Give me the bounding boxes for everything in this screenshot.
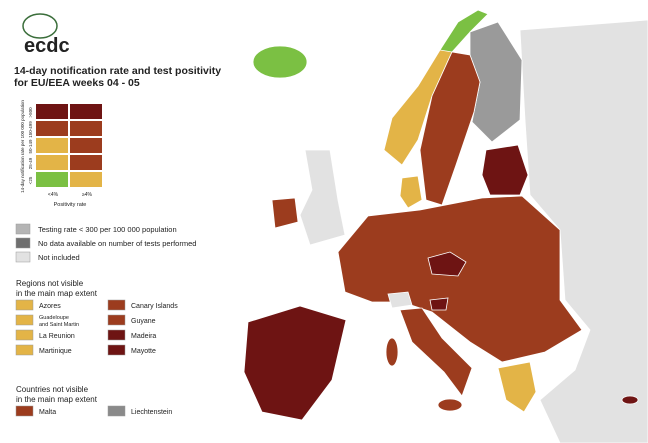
legend-label: No data available on number of tests per… bbox=[38, 239, 196, 248]
matrix-cell bbox=[36, 155, 68, 170]
legend-swatch bbox=[15, 237, 31, 249]
regions-label: Mayotte bbox=[131, 348, 156, 355]
legend-area: 14-day notification rate and test positi… bbox=[14, 65, 221, 417]
mainland bbox=[337, 195, 583, 363]
regions-swatch bbox=[107, 329, 126, 341]
matrix-cell bbox=[70, 121, 102, 136]
map bbox=[243, 9, 648, 443]
matrix-cell bbox=[70, 155, 102, 170]
matrix-y-tick: >500 bbox=[28, 107, 33, 118]
baltics bbox=[481, 144, 529, 196]
countries-label: Liechtenstein bbox=[131, 409, 172, 416]
regions-label: Guadeloupe bbox=[39, 315, 69, 321]
matrix-cell bbox=[70, 172, 102, 187]
matrix-cell bbox=[70, 104, 102, 119]
matrix-cell bbox=[36, 138, 68, 153]
sweden bbox=[419, 51, 481, 206]
regions-swatch bbox=[15, 314, 34, 326]
matrix-y-tick: 150-499 bbox=[28, 121, 33, 138]
regions-label: Martinique bbox=[39, 348, 72, 355]
countries-swatch bbox=[107, 405, 126, 417]
logo: ecdc bbox=[22, 13, 70, 57]
iceland bbox=[252, 45, 308, 79]
matrix-y-tick: 25-49 bbox=[28, 157, 33, 169]
regions-label: Madeira bbox=[131, 333, 156, 340]
switzerland bbox=[387, 291, 413, 309]
regions-label: Guyane bbox=[131, 318, 156, 325]
countries-swatch bbox=[15, 405, 34, 417]
logo-globe bbox=[22, 13, 58, 39]
matrix-y-tick: <25 bbox=[28, 176, 33, 184]
regions-swatch bbox=[15, 329, 34, 341]
countries-label: Malta bbox=[39, 409, 56, 416]
matrix-cell bbox=[70, 138, 102, 153]
title: 14-day notification rate and test positi… bbox=[14, 65, 221, 77]
matrix-x-tick: ≥4% bbox=[82, 192, 93, 198]
regions-label: and Saint Martin bbox=[39, 322, 79, 328]
regions-title: in the main map extent bbox=[16, 289, 98, 298]
non-eu-land bbox=[519, 19, 648, 443]
countries-title: in the main map extent bbox=[16, 395, 98, 404]
matrix-y-label: 14-day notification rate per 100 000 pop… bbox=[20, 100, 25, 193]
sardinia bbox=[385, 337, 399, 367]
uk bbox=[299, 149, 346, 246]
matrix-y-tick: 50-149 bbox=[28, 139, 33, 154]
sicily bbox=[437, 398, 463, 412]
cyprus bbox=[621, 395, 639, 405]
matrix-cell bbox=[36, 172, 68, 187]
legend-label: Not included bbox=[38, 253, 80, 262]
regions-swatch bbox=[107, 299, 126, 311]
logo-text: ecdc bbox=[24, 35, 70, 57]
denmark bbox=[399, 175, 423, 209]
title: for EU/EEA weeks 04 - 05 bbox=[14, 77, 140, 89]
matrix-cell bbox=[36, 121, 68, 136]
slovenia bbox=[429, 297, 449, 311]
regions-swatch bbox=[15, 299, 34, 311]
countries-title: Countries not visible bbox=[16, 385, 89, 394]
ireland bbox=[271, 197, 299, 229]
legend-label: Testing rate < 300 per 100 000 populatio… bbox=[38, 225, 177, 234]
iberia bbox=[243, 305, 347, 421]
matrix-cell bbox=[36, 104, 68, 119]
legend-swatch bbox=[15, 251, 31, 263]
czechia bbox=[427, 251, 467, 277]
regions-swatch bbox=[107, 314, 126, 326]
matrix-x-tick: <4% bbox=[48, 192, 59, 198]
regions-title: Regions not visible bbox=[16, 279, 84, 288]
italy bbox=[399, 307, 473, 397]
matrix-x-label: Positivity rate bbox=[54, 202, 87, 208]
greece bbox=[497, 361, 537, 413]
regions-swatch bbox=[15, 344, 34, 356]
regions-swatch bbox=[107, 344, 126, 356]
regions-label: Canary Islands bbox=[131, 303, 178, 310]
legend-swatch bbox=[15, 223, 31, 235]
regions-label: La Reunion bbox=[39, 333, 75, 340]
regions-label: Azores bbox=[39, 303, 61, 310]
